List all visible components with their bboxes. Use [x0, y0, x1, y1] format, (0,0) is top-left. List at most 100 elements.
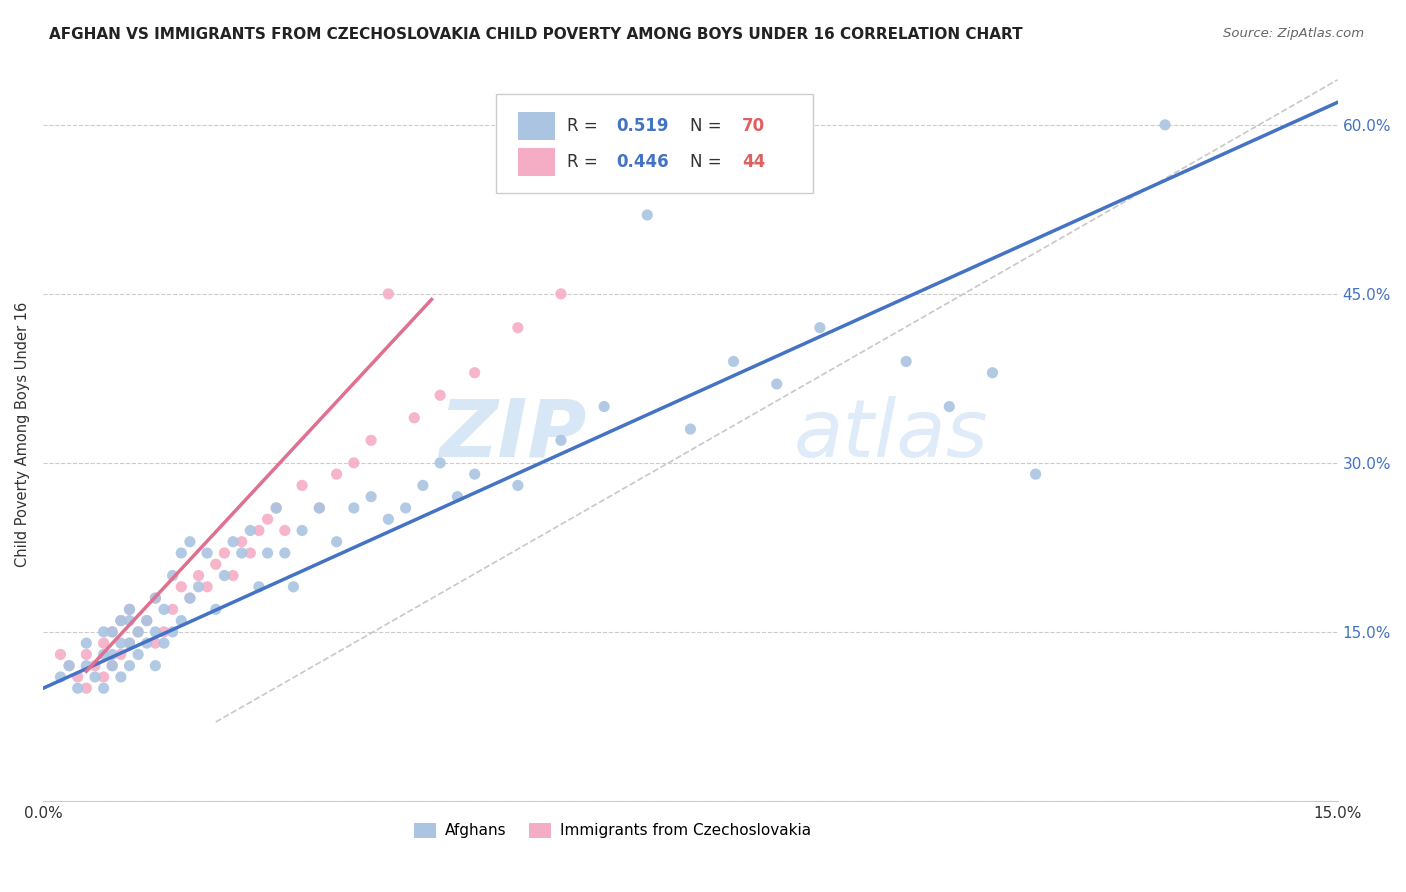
Point	[247, 524, 270, 538]
Point	[446, 490, 468, 504]
Point	[75, 681, 97, 696]
Text: N =: N =	[690, 153, 727, 171]
Point	[84, 670, 107, 684]
Point	[93, 624, 115, 639]
Point	[145, 636, 167, 650]
Point	[274, 524, 297, 538]
Point	[550, 434, 572, 448]
Point	[429, 456, 451, 470]
Point	[66, 670, 89, 684]
Point	[247, 580, 270, 594]
Point	[101, 658, 124, 673]
Point	[231, 534, 253, 549]
Text: N =: N =	[690, 117, 727, 135]
Point	[291, 524, 314, 538]
Point	[187, 580, 209, 594]
Point	[145, 591, 167, 605]
Point	[135, 614, 157, 628]
Point	[118, 636, 141, 650]
Point	[343, 456, 366, 470]
Point	[118, 602, 141, 616]
Point	[162, 568, 184, 582]
Point	[66, 681, 89, 696]
Point	[412, 478, 434, 492]
Point	[723, 354, 745, 368]
Point	[93, 681, 115, 696]
Point	[93, 670, 115, 684]
Point	[58, 658, 80, 673]
Point	[110, 614, 132, 628]
Point	[179, 591, 201, 605]
Point	[938, 400, 960, 414]
Point	[325, 467, 347, 482]
Point	[110, 636, 132, 650]
Point	[222, 534, 245, 549]
Text: 0.446: 0.446	[617, 153, 669, 171]
FancyBboxPatch shape	[519, 112, 554, 139]
Point	[49, 648, 72, 662]
Point	[153, 602, 176, 616]
Point	[127, 624, 149, 639]
Point	[593, 400, 616, 414]
Point	[153, 624, 176, 639]
Point	[179, 591, 201, 605]
Point	[153, 636, 176, 650]
Point	[93, 636, 115, 650]
Point	[679, 422, 702, 436]
Point	[187, 568, 209, 582]
Point	[170, 614, 193, 628]
Point	[506, 320, 529, 334]
Point	[204, 602, 226, 616]
Point	[75, 648, 97, 662]
Text: R =: R =	[568, 117, 603, 135]
Text: 44: 44	[742, 153, 765, 171]
Text: ZIP: ZIP	[440, 396, 586, 474]
Point	[343, 500, 366, 515]
Point	[1154, 118, 1177, 132]
Point	[981, 366, 1004, 380]
Point	[264, 500, 287, 515]
Point	[135, 636, 157, 650]
Point	[118, 658, 141, 673]
Point	[377, 286, 399, 301]
Text: 70: 70	[742, 117, 765, 135]
Point	[291, 478, 314, 492]
FancyBboxPatch shape	[496, 95, 814, 193]
Point	[214, 546, 236, 560]
Point	[110, 648, 132, 662]
Point	[264, 500, 287, 515]
Point	[404, 410, 426, 425]
Point	[464, 366, 486, 380]
Point	[325, 534, 347, 549]
Legend: Afghans, Immigrants from Czechoslovakia: Afghans, Immigrants from Czechoslovakia	[408, 817, 817, 845]
Point	[118, 602, 141, 616]
Point	[170, 546, 193, 560]
Point	[75, 658, 97, 673]
FancyBboxPatch shape	[519, 148, 554, 177]
Point	[395, 500, 418, 515]
Point	[204, 558, 226, 572]
Point	[118, 636, 141, 650]
Text: atlas: atlas	[794, 396, 988, 474]
Point	[101, 624, 124, 639]
Point	[464, 467, 486, 482]
Point	[145, 591, 167, 605]
Point	[101, 658, 124, 673]
Point	[110, 614, 132, 628]
Point	[75, 636, 97, 650]
Point	[360, 490, 382, 504]
Point	[1025, 467, 1047, 482]
Point	[360, 434, 382, 448]
Point	[308, 500, 330, 515]
Point	[214, 568, 236, 582]
Point	[84, 658, 107, 673]
Point	[127, 648, 149, 662]
Text: Source: ZipAtlas.com: Source: ZipAtlas.com	[1223, 27, 1364, 40]
Point	[308, 500, 330, 515]
Point	[162, 602, 184, 616]
Point	[274, 546, 297, 560]
Point	[135, 614, 157, 628]
Point	[765, 376, 787, 391]
Point	[145, 624, 167, 639]
Point	[239, 546, 262, 560]
